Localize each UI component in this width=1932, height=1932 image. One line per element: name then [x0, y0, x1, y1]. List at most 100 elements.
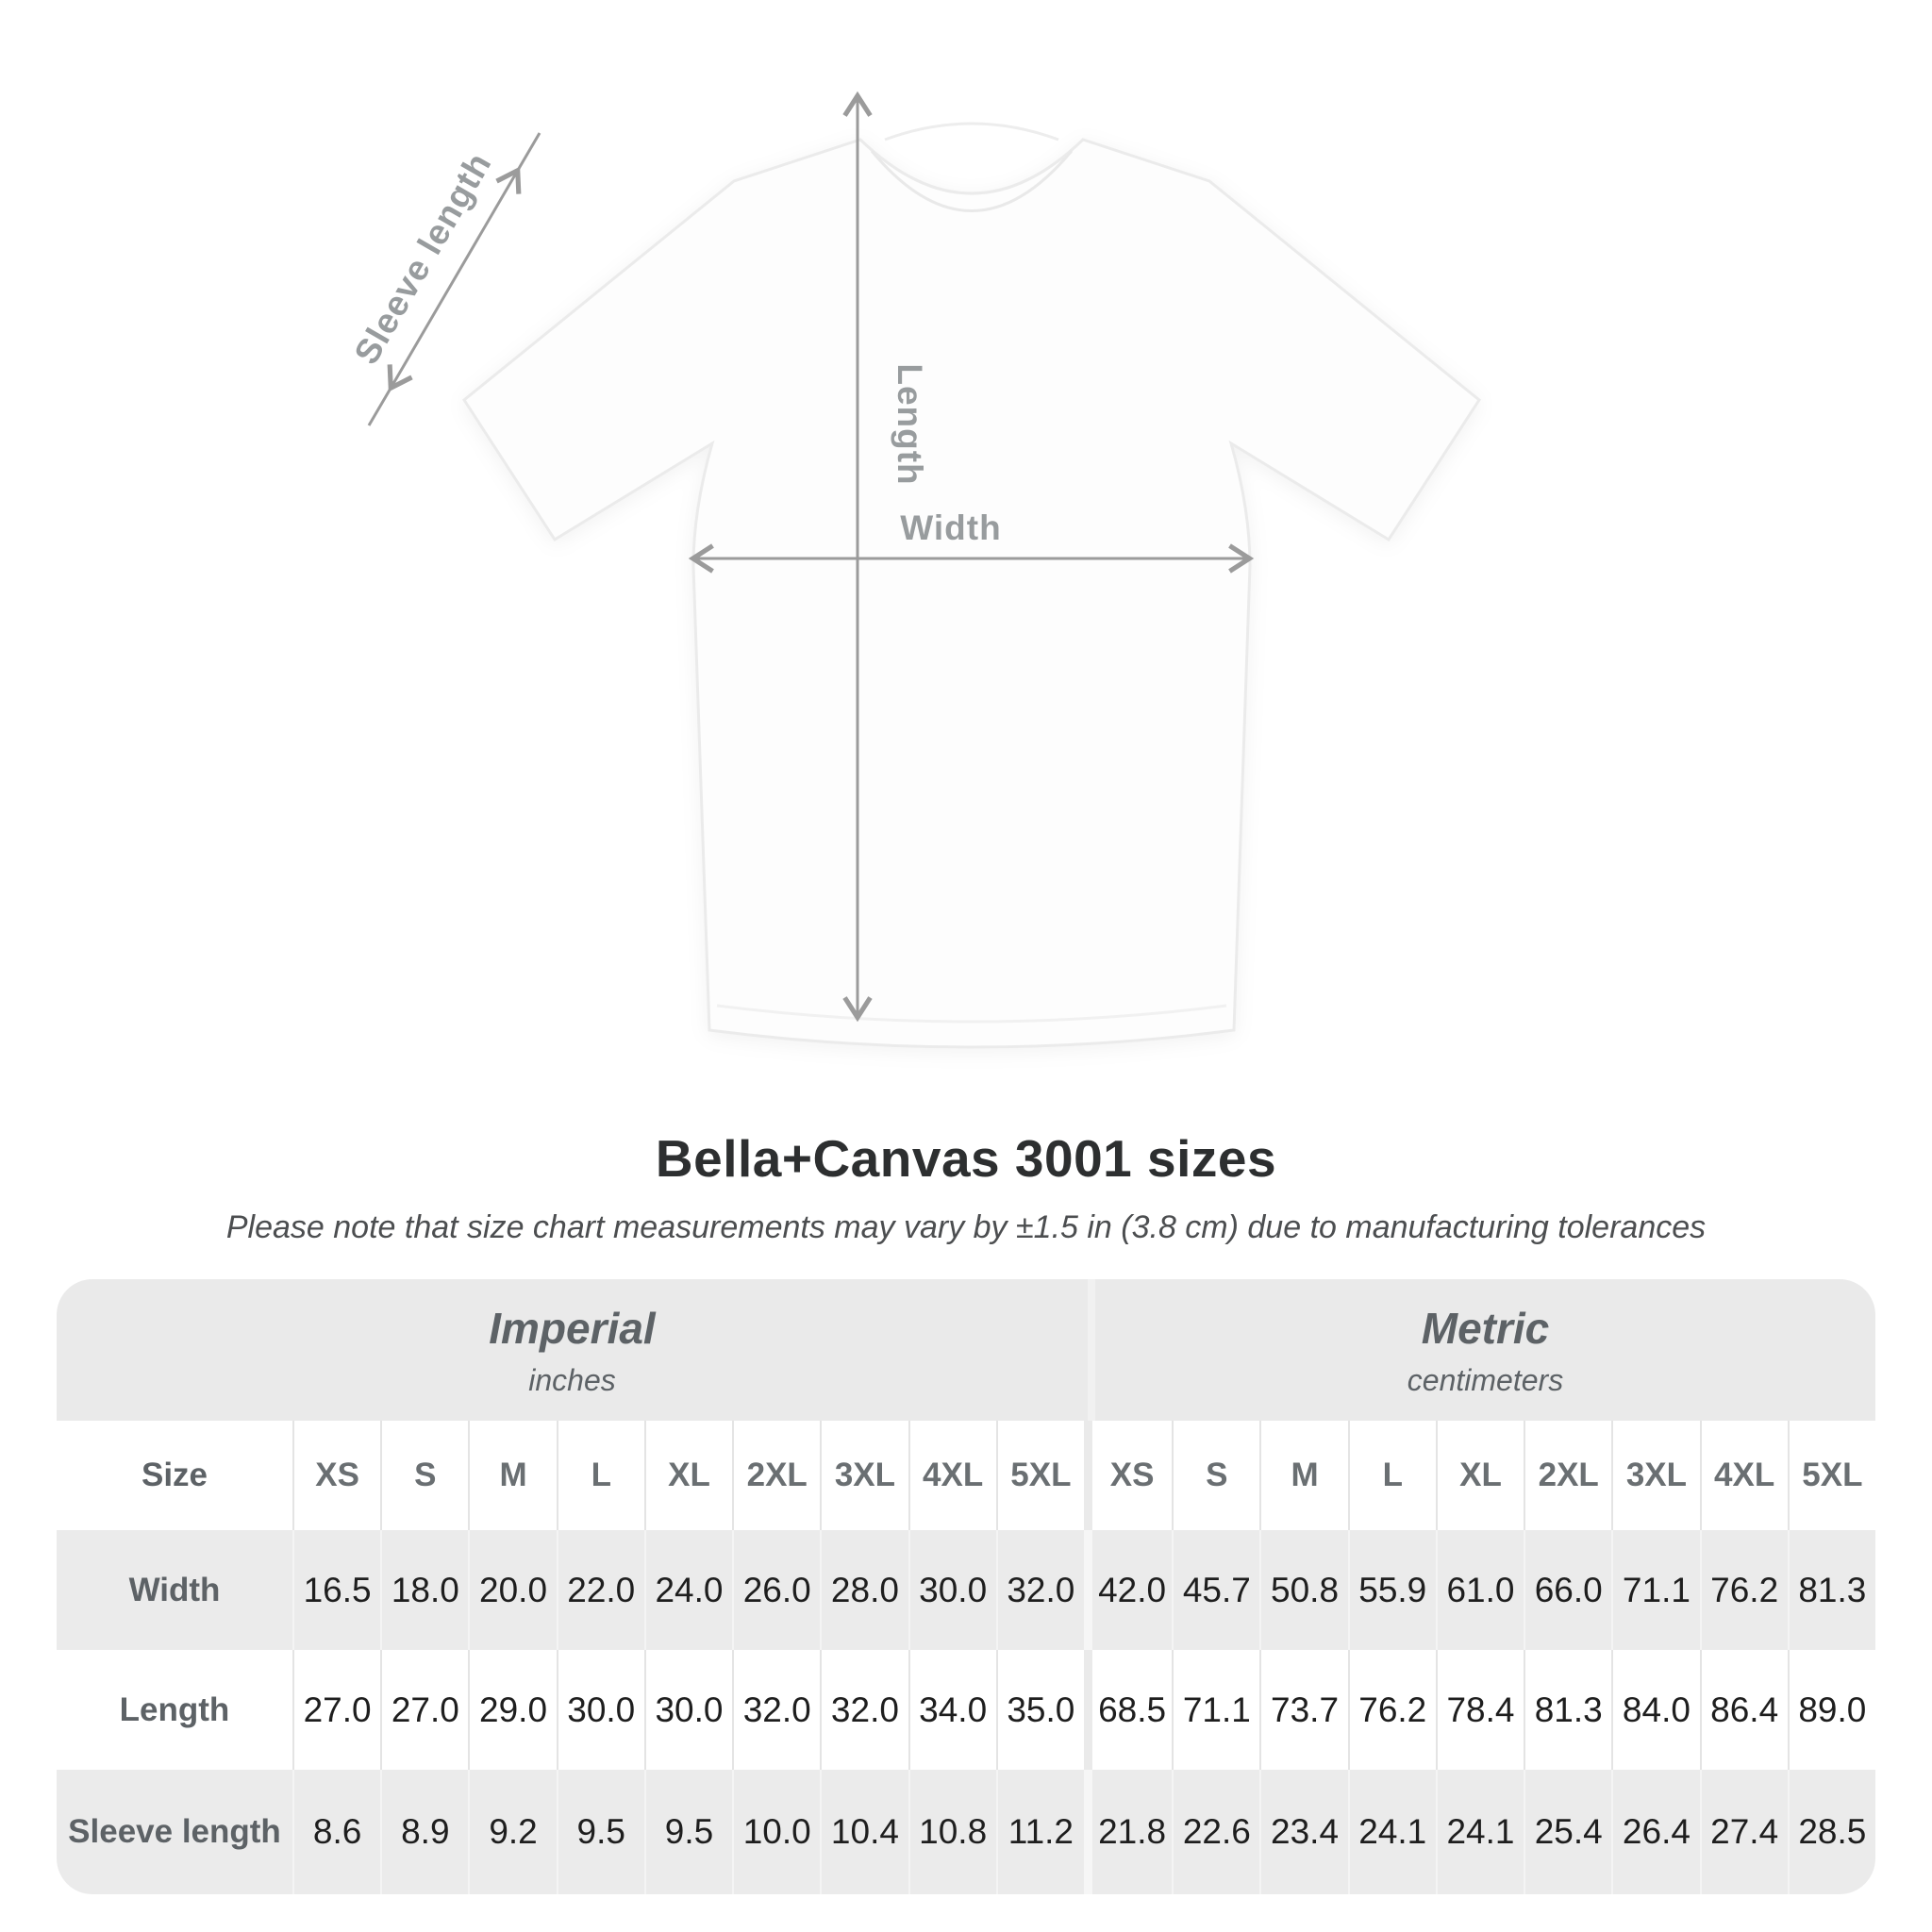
table-cell: 22.6 [1172, 1770, 1259, 1894]
table-cell: 27.0 [292, 1650, 380, 1770]
page-title: Bella+Canvas 3001 sizes [655, 1129, 1277, 1188]
table-cell: 45.7 [1172, 1530, 1259, 1650]
table-cell: 81.3 [1787, 1530, 1875, 1650]
table-cell: 9.2 [468, 1770, 556, 1894]
table-cell: 76.2 [1347, 1650, 1436, 1770]
size-col-header: 5XL [995, 1421, 1084, 1530]
table-cell: 20.0 [468, 1530, 556, 1650]
size-col-header: XL [1435, 1421, 1524, 1530]
size-header-row: Size XS S M L XL 2XL 3XL 4XL 5XL XS S M L XL 2XL 3XL 4XL… [57, 1421, 1875, 1530]
size-column-header: Size [141, 1457, 208, 1493]
width-label: Width [900, 508, 1001, 547]
sleeve-length-arrow [367, 132, 541, 426]
size-col-header: M [1259, 1421, 1347, 1530]
table-cell: 28.0 [820, 1530, 908, 1650]
table-cell: 22.0 [556, 1530, 644, 1650]
metric-title: Metric [1421, 1303, 1550, 1353]
table-cell: 78.4 [1435, 1650, 1524, 1770]
table-cell: 8.6 [292, 1770, 380, 1894]
metric-unit: centimeters [1407, 1362, 1564, 1397]
table-cell: 84.0 [1611, 1650, 1699, 1770]
table-cell: 30.0 [908, 1530, 996, 1650]
size-col-header: 2XL [1524, 1421, 1611, 1530]
collar-inner-seam [870, 150, 1074, 212]
table-cell: 28.5 [1787, 1770, 1875, 1894]
metric-header: Metric centimeters [1088, 1279, 1875, 1421]
size-col-header: XL [643, 1421, 732, 1530]
table-cell: 76.2 [1699, 1530, 1788, 1650]
size-col-header: 5XL [1787, 1421, 1875, 1530]
table-cell: 24.1 [1347, 1770, 1436, 1894]
table-cell: 86.4 [1699, 1650, 1788, 1770]
table-cell: 24.1 [1435, 1770, 1524, 1894]
table-cell: 81.3 [1524, 1650, 1611, 1770]
length-label: Length [891, 363, 929, 485]
row-label-sleeve-length: Sleeve length [68, 1813, 281, 1850]
sleeve-length-label: Sleeve length [347, 146, 499, 371]
table-cell: 24.0 [643, 1530, 732, 1650]
table-cell: 9.5 [643, 1770, 732, 1894]
table-cell: 16.5 [292, 1530, 380, 1650]
table-cell: 26.4 [1611, 1770, 1699, 1894]
width-row: Width 16.5 18.0 20.0 22.0 24.0 26.0 28.0 30.0 32… [57, 1530, 1875, 1650]
size-col-header: L [556, 1421, 644, 1530]
size-col-header: S [380, 1421, 468, 1530]
imperial-title: Imperial [489, 1303, 656, 1353]
table-cell: 50.8 [1259, 1530, 1347, 1650]
tshirt-diagram: Sleeve length Length Width [347, 91, 1481, 1049]
table-cell: 73.7 [1259, 1650, 1347, 1770]
heading-block: Bella+Canvas 3001 sizes Please note that… [0, 1128, 1932, 1246]
table-cell: 61.0 [1435, 1530, 1524, 1650]
hem-seam [716, 1004, 1227, 1024]
sleeve-length-row: Sleeve length 8.6 8.9 9.2 9.5 9.5 10.0 10.4 10.… [57, 1770, 1875, 1894]
size-col-header: XS [1083, 1421, 1172, 1530]
tshirt-outline [462, 122, 1481, 1049]
imperial-unit: inches [528, 1362, 616, 1397]
size-col-header: XS [292, 1421, 380, 1530]
table-cell: 55.9 [1347, 1530, 1436, 1650]
table-cell: 9.5 [556, 1770, 644, 1894]
row-label-width: Width [128, 1571, 221, 1608]
size-col-header: 4XL [908, 1421, 996, 1530]
table-cell: 71.1 [1172, 1650, 1259, 1770]
table-cell: 10.8 [908, 1770, 996, 1894]
table-cell: 34.0 [908, 1650, 996, 1770]
table-cell: 25.4 [1524, 1770, 1611, 1894]
unit-header-band: Imperial inches Metric centimeters [57, 1279, 1875, 1421]
table-cell: 8.9 [380, 1770, 468, 1894]
imperial-header: Imperial inches [57, 1279, 1088, 1421]
row-label-length: Length [119, 1690, 230, 1728]
size-col-header: S [1172, 1421, 1259, 1530]
table-cell: 30.0 [643, 1650, 732, 1770]
table-cell: 32.0 [820, 1650, 908, 1770]
table-cell: 35.0 [995, 1650, 1084, 1770]
collar-back [884, 122, 1059, 142]
table-cell: 68.5 [1083, 1650, 1172, 1770]
size-table: Imperial inches Metric centimeters Size … [57, 1279, 1875, 1894]
table-cell: 29.0 [468, 1650, 556, 1770]
length-row: Length 27.0 27.0 29.0 30.0 30.0 32.0 32.0 34.0 3… [57, 1650, 1875, 1770]
size-col-header: 3XL [820, 1421, 908, 1530]
page-subtitle: Please note that size chart measurements… [225, 1209, 1707, 1245]
table-cell: 30.0 [556, 1650, 644, 1770]
table-cell: 18.0 [380, 1530, 468, 1650]
table-cell: 11.2 [995, 1770, 1084, 1894]
size-col-header: 3XL [1611, 1421, 1699, 1530]
size-col-header: M [468, 1421, 556, 1530]
size-col-header: 2XL [732, 1421, 820, 1530]
size-col-header: 4XL [1699, 1421, 1788, 1530]
table-cell: 27.4 [1699, 1770, 1788, 1894]
table-cell: 66.0 [1524, 1530, 1611, 1650]
table-cell: 32.0 [732, 1650, 820, 1770]
table-cell: 89.0 [1787, 1650, 1875, 1770]
table-cell: 10.4 [820, 1770, 908, 1894]
table-cell: 32.0 [995, 1530, 1084, 1650]
table-cell: 23.4 [1259, 1770, 1347, 1894]
table-cell: 27.0 [380, 1650, 468, 1770]
table-cell: 42.0 [1083, 1530, 1172, 1650]
table-cell: 71.1 [1611, 1530, 1699, 1650]
table-cell: 21.8 [1083, 1770, 1172, 1894]
table-cell: 26.0 [732, 1530, 820, 1650]
table-cell: 10.0 [732, 1770, 820, 1894]
